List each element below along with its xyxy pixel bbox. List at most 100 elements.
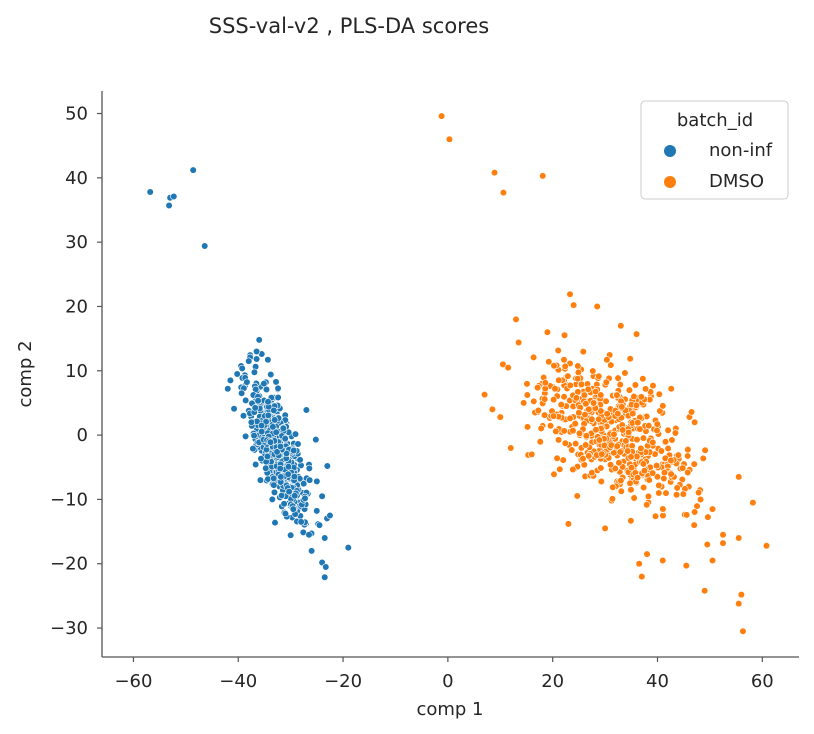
data-point-dmso [735,600,743,608]
data-point-dmso [568,446,576,454]
data-point-non-inf [230,405,238,413]
data-point-dmso [618,403,626,411]
data-point-non-inf [282,449,291,458]
data-point-dmso [573,492,581,500]
data-point-non-inf [294,440,302,448]
data-point-dmso [661,438,670,446]
data-point-dmso [664,444,672,453]
y-tick-label: 30 [65,232,88,253]
data-point-dmso [660,474,668,483]
data-point-non-inf [301,494,309,502]
data-point-non-inf [279,424,287,432]
data-point-dmso [553,454,561,462]
legend-marker-dmso [664,176,676,188]
data-point-dmso [564,372,572,380]
data-point-dmso [592,387,600,396]
data-point-dmso [634,418,642,427]
data-point-non-inf [280,500,288,508]
data-point-non-inf [257,421,266,430]
data-point-dmso [672,491,681,499]
data-point-dmso [445,135,454,143]
data-point-non-inf [274,393,282,402]
data-point-dmso [550,396,558,404]
data-point-dmso [523,391,531,399]
data-point-dmso [577,380,586,388]
data-point-dmso [437,112,446,120]
legend: batch_id non-inf DMSO [640,100,789,200]
x-tick-label: 60 [751,671,774,692]
data-point-non-inf [271,416,279,424]
data-point-dmso [659,556,667,565]
data-point-dmso [614,410,622,418]
data-point-dmso [584,385,592,393]
data-point-dmso [639,460,647,468]
data-point-dmso [696,495,705,504]
data-point-dmso [645,476,653,484]
data-point-dmso [615,459,623,467]
data-point-dmso [496,413,504,421]
data-point-non-inf [270,406,278,414]
data-point-dmso [627,486,635,494]
data-point-dmso [512,315,520,323]
data-point-dmso [653,420,661,428]
data-point-dmso [691,418,699,426]
data-point-non-inf [318,492,326,500]
data-point-dmso [659,505,667,513]
data-point-dmso [588,415,596,423]
data-point-dmso [574,375,582,383]
data-point-dmso [598,450,606,458]
data-point-non-inf [170,192,178,201]
data-point-non-inf [273,448,281,456]
data-point-dmso [703,540,711,549]
data-point-non-inf [308,547,316,555]
data-point-non-inf [255,336,263,344]
data-point-dmso [616,380,624,389]
data-point-dmso [611,464,619,473]
data-point-dmso [504,363,512,372]
data-point-non-inf [290,472,298,481]
data-point-dmso [566,290,574,298]
data-point-dmso [597,464,605,472]
data-point-non-inf [189,166,197,174]
data-point-non-inf [257,455,265,463]
data-point-non-inf [146,188,154,196]
data-point-dmso [690,460,698,468]
data-point-dmso [585,452,593,460]
data-point-dmso [635,560,643,568]
data-point-dmso [627,517,635,525]
data-point-non-inf [264,398,272,406]
data-point-dmso [657,447,665,455]
data-point-dmso [643,550,651,558]
data-point-dmso [653,426,661,435]
data-point-dmso [641,385,650,393]
data-point-dmso [574,362,582,370]
data-point-dmso [630,392,638,401]
data-point-non-inf [277,473,285,481]
data-point-dmso [655,390,663,398]
data-point-dmso [643,501,651,509]
data-point-dmso [523,423,532,431]
data-point-dmso [624,447,632,455]
data-point-non-inf [238,389,246,397]
data-point-non-inf [263,452,272,461]
data-point-dmso [520,399,528,407]
data-point-dmso [701,587,709,595]
data-point-dmso [507,444,515,452]
data-point-dmso [719,539,727,547]
x-tick-label: −40 [219,671,257,692]
y-tick-label: −20 [50,554,88,575]
data-point-dmso [636,425,644,433]
data-point-non-inf [323,462,331,470]
data-point-dmso [690,521,698,529]
data-point-dmso [572,440,580,448]
data-point-non-inf [272,378,280,386]
legend-title: batch_id [677,110,753,131]
data-point-dmso [539,172,547,180]
data-point-non-inf [277,491,286,500]
data-point-dmso [649,469,657,477]
data-point-non-inf [302,406,310,414]
data-point-dmso [684,452,692,460]
data-point-dmso [590,399,598,407]
data-point-dmso [737,591,745,599]
